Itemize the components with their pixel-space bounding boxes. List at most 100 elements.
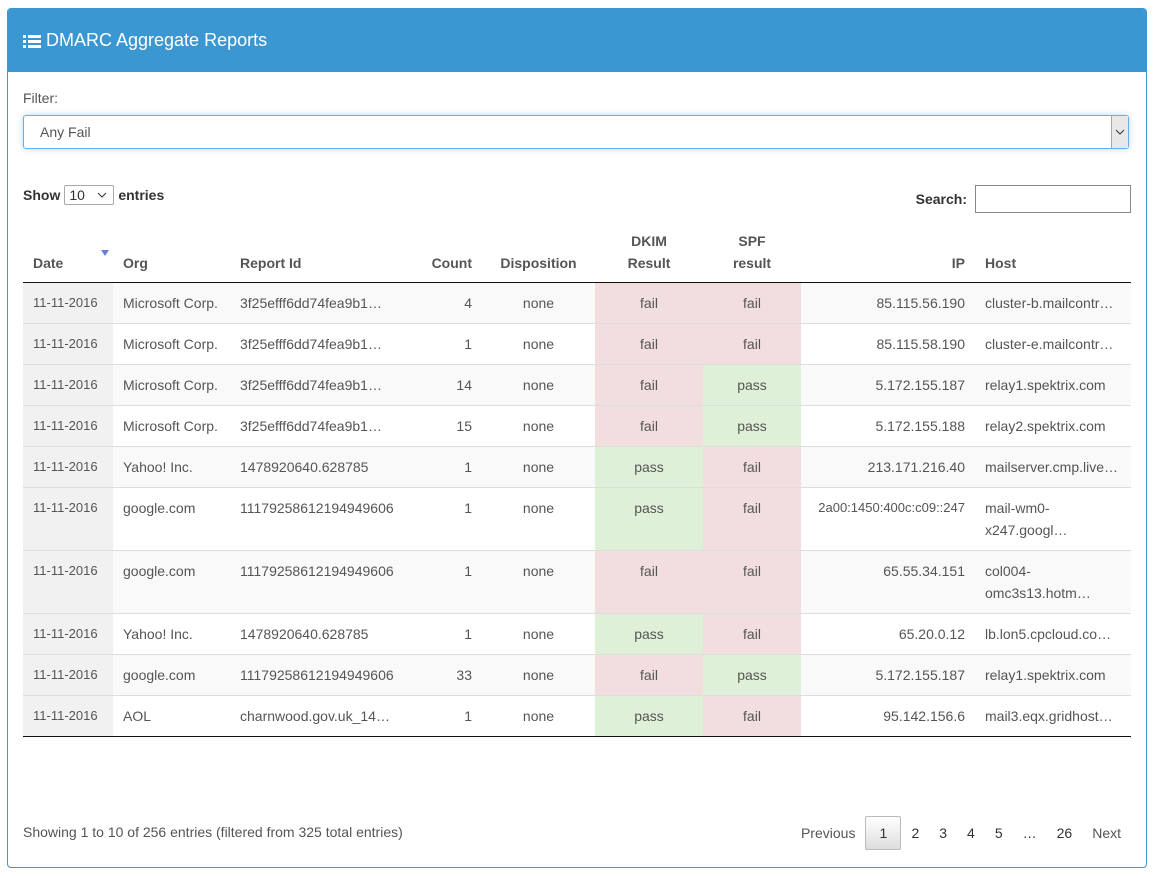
table-info: Showing 1 to 10 of 256 entries (filtered… (23, 824, 403, 840)
column-header[interactable]: IP (801, 220, 975, 283)
table-cell: google.com (113, 487, 230, 551)
table-cell: Yahoo! Inc. (113, 446, 230, 488)
table-cell: 11179258612194949606 (230, 487, 400, 551)
table-cell: 11-11-2016 (23, 550, 113, 614)
table-cell: cluster-e.mailcontr… (975, 323, 1131, 365)
column-header[interactable]: SPF result (703, 220, 801, 283)
table-row: 11-11-2016 Microsoft Corp. 3f25efff6dd74fe… (23, 323, 1131, 365)
table-cell: pass (703, 405, 801, 447)
table-cell: none (482, 446, 595, 488)
search-label: Search: (915, 191, 967, 207)
page-button[interactable]: 2 (911, 825, 920, 841)
panel-header: DMARC Aggregate Reports (8, 9, 1146, 72)
page-button[interactable]: Next (1092, 825, 1121, 841)
column-header[interactable]: Report Id (230, 220, 400, 283)
table-row: 11-11-2016 Microsoft Corp. 3f25efff6dd74fe… (23, 405, 1131, 447)
table-cell: mail3.eqx.gridhost… (975, 695, 1131, 737)
table-cell: 11-11-2016 (23, 405, 113, 447)
column-header[interactable]: Count (400, 220, 482, 283)
length-select[interactable]: 10 (64, 185, 115, 205)
table-cell: fail (703, 550, 801, 614)
table-row: 11-11-2016 AOL charnwood.gov.uk_14… 1 none pa… (23, 695, 1131, 737)
table-cell: relay1.spektrix.com (975, 364, 1131, 406)
column-header[interactable]: Disposition (482, 220, 595, 283)
table-cell: none (482, 695, 595, 737)
page-button[interactable]: Previous (800, 825, 856, 841)
table-cell: Microsoft Corp. (113, 364, 230, 406)
table-cell: pass (595, 446, 703, 488)
table-cell: fail (595, 550, 703, 614)
column-header[interactable]: DKIM Result (595, 220, 703, 283)
pagination: Previous 1 2 3 4 5 … 26 Next (791, 816, 1131, 850)
table-cell: none (482, 550, 595, 614)
table-cell: google.com (113, 654, 230, 696)
table-cell: lb.lon5.cpcloud.co… (975, 613, 1131, 655)
table-cell: 3f25efff6dd74fea9b1… (230, 282, 400, 324)
table-cell: 11-11-2016 (23, 654, 113, 696)
page-button[interactable]: 3 (939, 825, 948, 841)
table-cell: 1 (400, 613, 482, 655)
title: DMARC Aggregate Reports (46, 30, 268, 50)
table-cell: 11179258612194949606 (230, 654, 400, 696)
table-cell: fail (703, 282, 801, 324)
table-cell: 1478920640.628785 (230, 446, 400, 488)
length-value: 10 (69, 187, 85, 203)
column-header[interactable]: Org (113, 220, 230, 283)
table-cell: 5.172.155.187 (801, 364, 975, 406)
table-cell: cluster-b.mailcontr… (975, 282, 1131, 324)
table-cell: 1 (400, 695, 482, 737)
table-cell: AOL (113, 695, 230, 737)
table-cell: fail (703, 695, 801, 737)
table-row: 11-11-2016 Yahoo! Inc. 1478920640.628785 1 n… (23, 613, 1131, 655)
table-cell: 11-11-2016 (23, 282, 113, 324)
table-cell: 33 (400, 654, 482, 696)
table-cell: fail (703, 487, 801, 551)
table-cell: mail-wm0-x247.googl… (975, 487, 1131, 551)
table-cell: none (482, 364, 595, 406)
page-button[interactable]: 4 (967, 825, 975, 841)
table-cell: 65.20.0.12 (801, 613, 975, 655)
table-cell: 11-11-2016 (23, 613, 113, 655)
table-cell: 11-11-2016 (23, 323, 113, 365)
page-button[interactable]: 26 (1056, 825, 1073, 841)
table-cell: fail (703, 323, 801, 365)
column-header[interactable]: Date (23, 220, 113, 283)
table-cell: pass (595, 613, 703, 655)
table-cell: mailserver.cmp.live… (975, 446, 1131, 488)
filter-label: Filter: (23, 90, 58, 106)
table-cell: none (482, 487, 595, 551)
table-cell: 65.55.34.151 (801, 550, 975, 614)
table-row: 11-11-2016 google.com 11179258612194949606… (23, 487, 1131, 551)
page-button[interactable]: 1 (865, 816, 902, 850)
table-cell: fail (595, 405, 703, 447)
table-cell: 5.172.155.188 (801, 405, 975, 447)
table-cell: charnwood.gov.uk_14… (230, 695, 400, 737)
table-cell: fail (703, 613, 801, 655)
table-cell: 3f25efff6dd74fea9b1… (230, 405, 400, 447)
page-button[interactable]: … (1022, 825, 1037, 841)
reports-table: Date Org Report Id Count Disposition DKIM Res… (23, 220, 1131, 737)
filter-select[interactable]: Any Fail (23, 115, 1129, 149)
length-control: Show 10 entries (23, 185, 164, 205)
table-cell: 1 (400, 323, 482, 365)
column-header[interactable]: Host (975, 220, 1131, 283)
page-button[interactable]: 5 (994, 825, 1003, 841)
table-cell: none (482, 282, 595, 324)
select-arrow (1111, 116, 1128, 148)
table-row: 11-11-2016 google.com 11179258612194949606… (23, 550, 1131, 614)
table-cell: pass (703, 654, 801, 696)
table-cell: 11179258612194949606 (230, 550, 400, 614)
table-cell: pass (595, 487, 703, 551)
table-row: 11-11-2016 Microsoft Corp. 3f25efff6dd74fe… (23, 282, 1131, 324)
table-cell: pass (595, 695, 703, 737)
search-input[interactable] (975, 185, 1131, 213)
table-cell: 4 (400, 282, 482, 324)
search-control: Search: (916, 185, 1131, 213)
table-cell: 3f25efff6dd74fea9b1… (230, 364, 400, 406)
table-cell: none (482, 613, 595, 655)
show-label: Show (23, 187, 61, 203)
table-cell: 5.172.155.187 (801, 654, 975, 696)
table-cell: 95.142.156.6 (801, 695, 975, 737)
table-body: 11-11-2016 Microsoft Corp. 3f25efff6dd74fe… (23, 282, 1131, 737)
